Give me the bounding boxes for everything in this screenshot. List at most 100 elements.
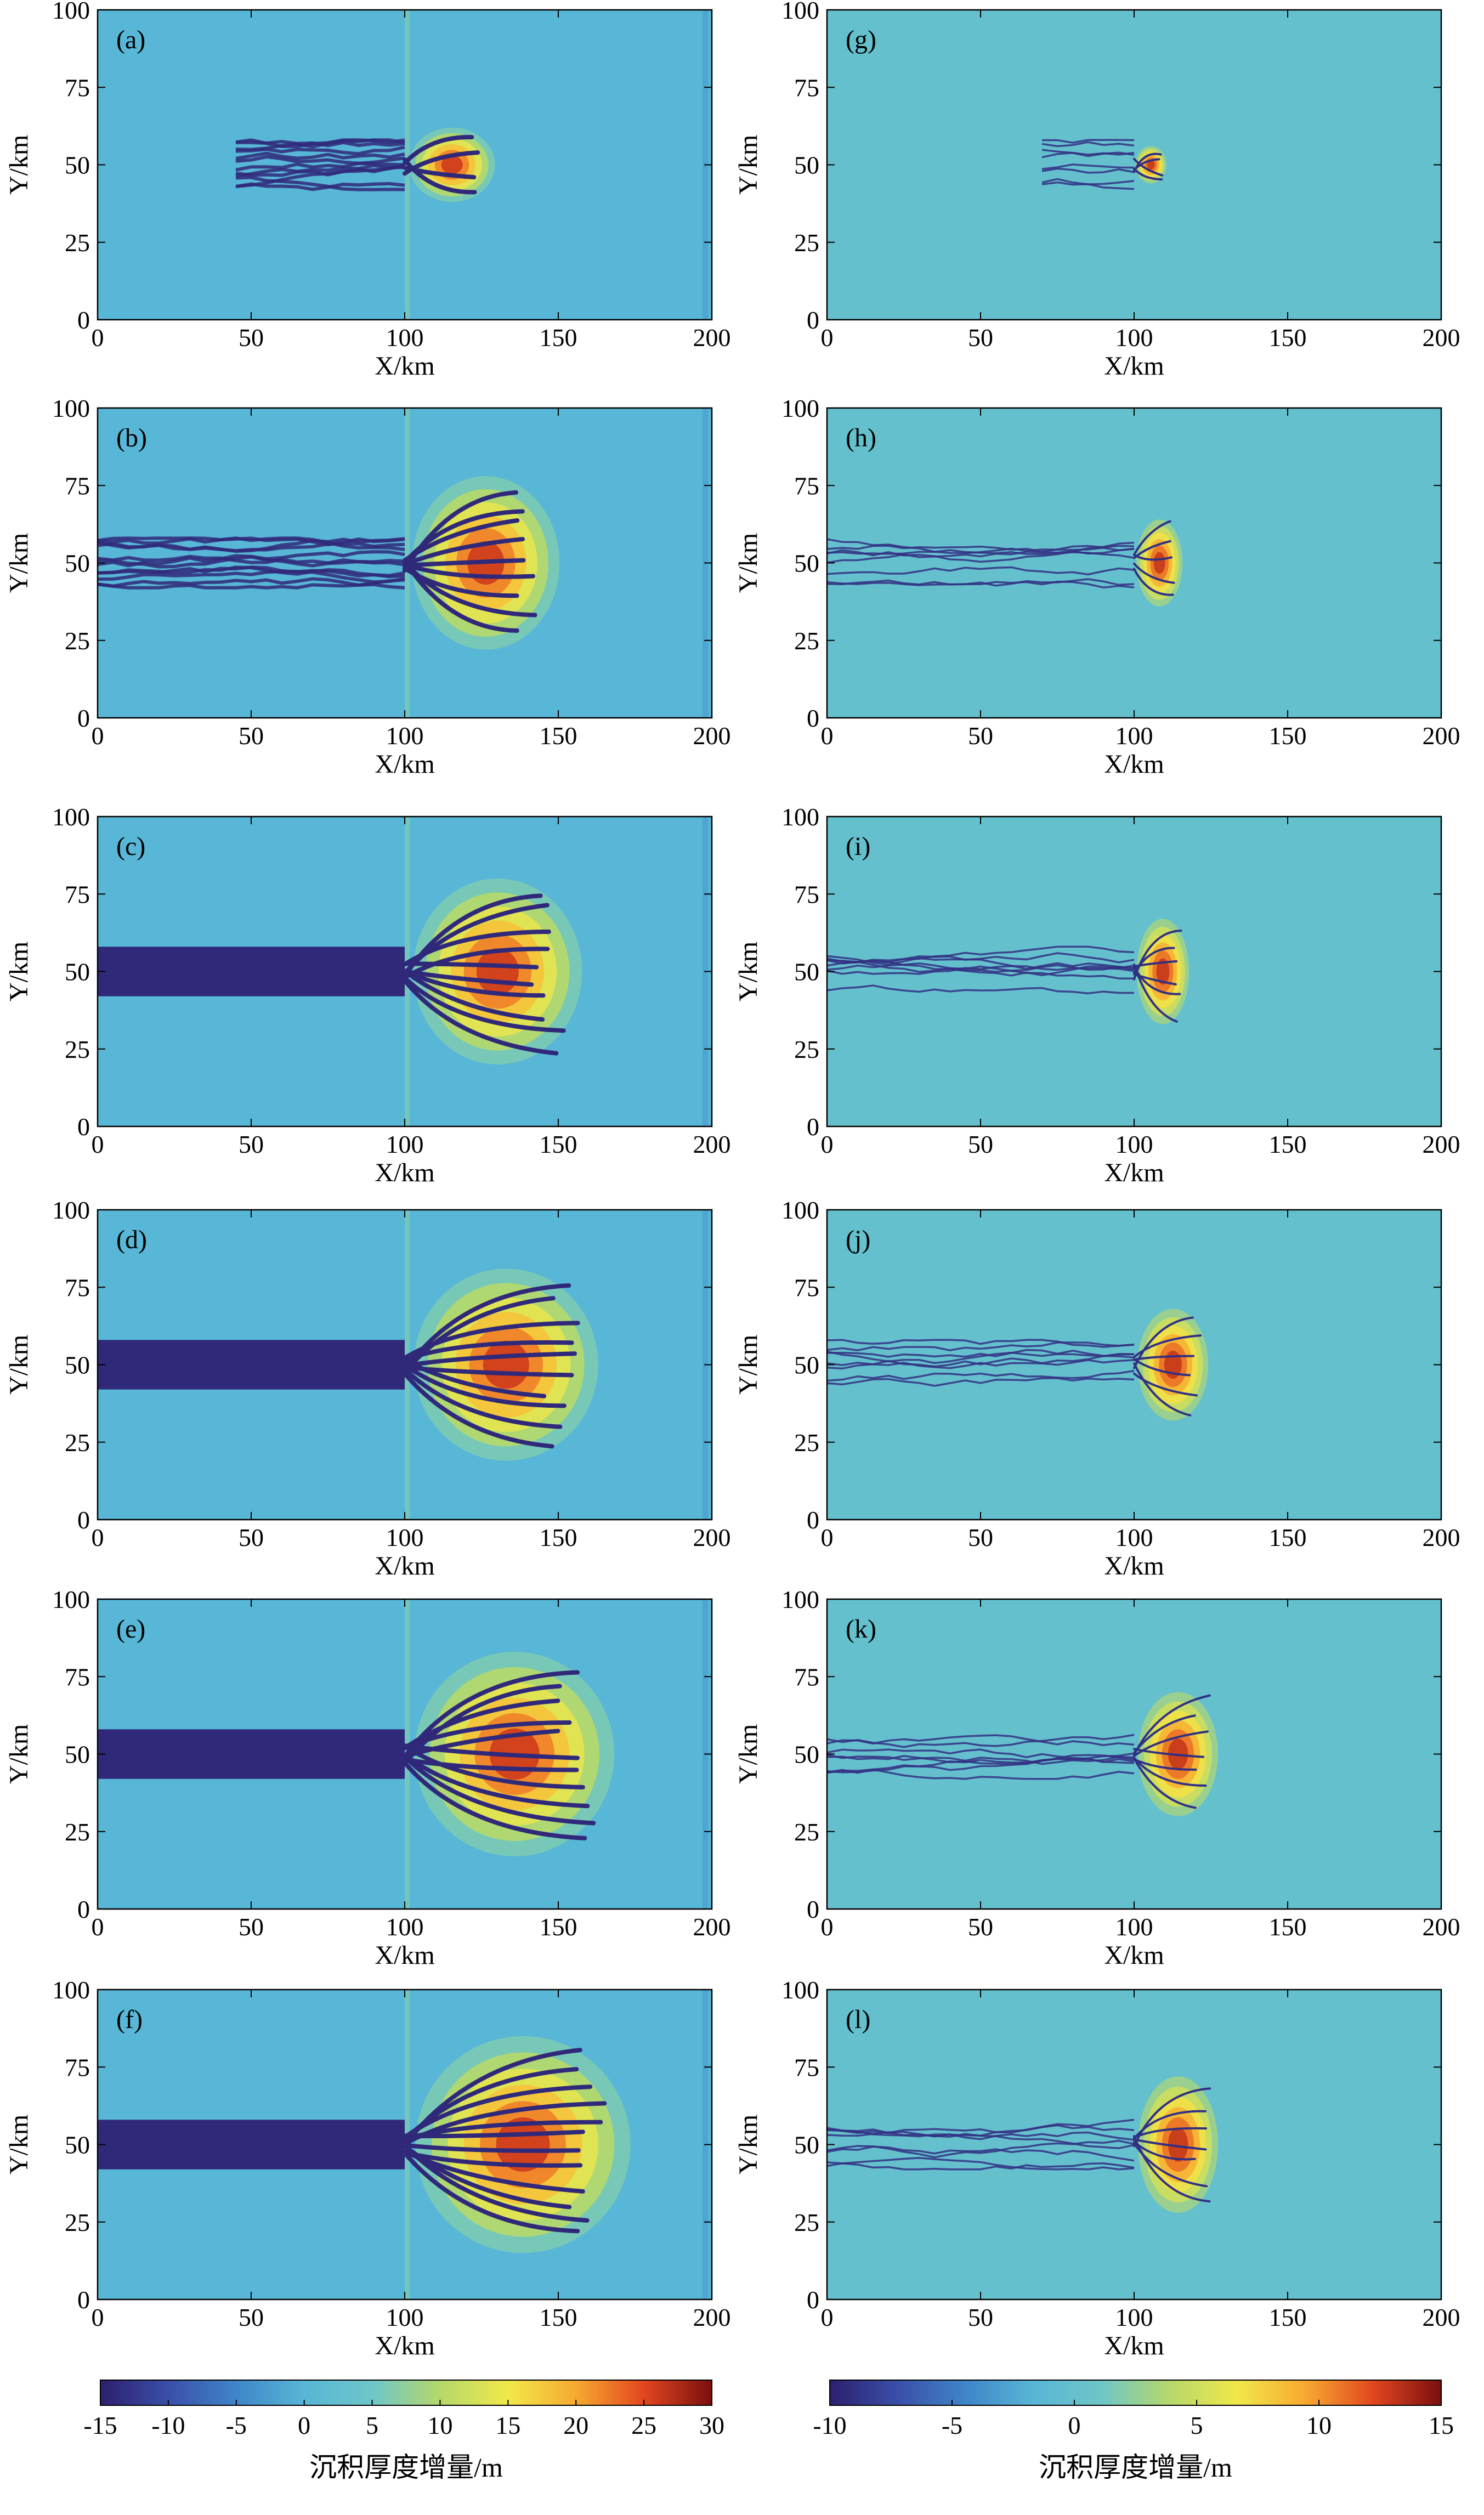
y-tick-label: 50: [794, 151, 819, 179]
x-tick-label: 0: [821, 1523, 834, 1551]
channel-line: [827, 1350, 1135, 1364]
channel-line: [827, 1377, 1135, 1387]
colorbar-tick-label: 0: [298, 2411, 310, 2439]
panel-label: (g): [846, 25, 876, 54]
x-tick-label: 0: [92, 1130, 104, 1158]
channel-line: [98, 542, 405, 553]
distributary-channel: [1133, 1372, 1198, 1397]
distributary-channel: [1133, 2142, 1208, 2188]
distributary-channel: [403, 893, 543, 978]
channel-line: [827, 2128, 1135, 2150]
distributary-channel: [403, 978, 559, 1056]
y-tick-label: 75: [794, 73, 819, 101]
distributary-channel: [403, 2143, 590, 2223]
x-tick-label: 150: [1269, 1130, 1307, 1158]
y-axis-label: Y/km: [734, 533, 763, 593]
distributary-channel: [403, 2048, 582, 2148]
y-tick-label: 75: [794, 1663, 819, 1691]
distributary-channel: [1133, 1757, 1207, 1787]
colorbar-gradient: [100, 2380, 712, 2406]
x-axis-label: X/km: [375, 352, 434, 381]
panel-label: (c): [116, 832, 145, 861]
y-axis-label: Y/km: [734, 942, 763, 1001]
y-tick-label: 25: [65, 2208, 90, 2236]
channel-line: [235, 155, 405, 165]
heatmap-field: [827, 1599, 1441, 1909]
colorbar-tick-label: -10: [813, 2411, 846, 2439]
channel-line: [235, 138, 405, 149]
channel-line: [1041, 151, 1135, 158]
channel-line: [827, 1754, 1135, 1765]
x-tick-label: 100: [1115, 722, 1153, 750]
erosion-zone: [98, 947, 405, 996]
y-tick-label: 75: [65, 2053, 90, 2081]
y-tick-label: 25: [794, 1818, 819, 1846]
x-tick-label: 150: [540, 1523, 577, 1551]
y-tick-label: 50: [794, 550, 819, 577]
colorbar-tick-label: -5: [942, 2411, 962, 2439]
x-tick-label: 50: [239, 324, 264, 352]
x-tick-label: 50: [239, 722, 264, 750]
deposition-lobe: [1133, 519, 1183, 607]
x-tick-label: 0: [821, 324, 834, 352]
x-tick-label: 50: [239, 1523, 264, 1551]
channel-line: [827, 1755, 1135, 1765]
distributary-channel: [1133, 960, 1178, 968]
deposition-lobe: [1133, 1692, 1218, 1816]
channel-line: [98, 570, 405, 584]
x-axis-label: X/km: [1104, 1941, 1164, 1970]
panel-label: (a): [116, 25, 145, 54]
channel-line: [827, 579, 1135, 589]
distributary-channel: [1133, 1358, 1191, 1377]
distributary-channel: [403, 968, 545, 1022]
distributary-channel: [403, 1670, 580, 1759]
distributary-channel: [403, 1296, 556, 1374]
y-axis-label: Y/km: [734, 1724, 763, 1784]
panel-label: (k): [846, 1615, 876, 1644]
channel-line: [827, 1339, 1135, 1348]
distributary-channel: [1133, 1334, 1202, 1358]
distributary-channel: [1133, 1316, 1194, 1369]
heatmap-field: [98, 817, 712, 1126]
y-tick-label: 75: [65, 73, 90, 101]
x-tick-label: 100: [386, 324, 424, 352]
distributary-channel: [403, 2101, 607, 2146]
channel-line: [827, 578, 1135, 587]
distributary-channel: [403, 2143, 581, 2153]
distributary-channel: [1133, 540, 1171, 559]
y-axis-label: Y/km: [4, 942, 33, 1001]
y-tick-label: 50: [65, 151, 90, 179]
y-tick-label: 100: [781, 1585, 819, 1613]
colorbar-label: 沉积厚度增量/m: [309, 2452, 503, 2483]
y-tick-label: 50: [65, 2131, 90, 2159]
distributary-channel: [403, 150, 480, 176]
channel-line: [1041, 167, 1135, 174]
colorbar-label: 沉积厚度增量/m: [1039, 2452, 1232, 2483]
distributary-channel: [403, 968, 546, 998]
distributary-channel: [1133, 1362, 1192, 1417]
distributary-channel: [403, 1752, 590, 1809]
heatmap-field: [827, 408, 1441, 718]
x-tick-label: 100: [386, 722, 424, 750]
x-tick-label: 150: [1269, 324, 1307, 352]
deposition-lobe: [403, 1268, 598, 1461]
channel-line: [827, 2161, 1135, 2171]
deposition-lobe: [403, 2036, 631, 2253]
x-tick-label: 50: [968, 722, 993, 750]
channel-line: [235, 145, 405, 156]
x-tick-label: 200: [1423, 1913, 1460, 1941]
y-axis-label: Y/km: [734, 1335, 763, 1395]
colorbar-tick-label: -5: [226, 2411, 247, 2439]
deposition-lobe: [1133, 146, 1166, 184]
y-tick-label: 50: [794, 958, 819, 986]
distributary-channel: [1133, 1748, 1205, 1758]
deposition-lobe: [403, 127, 495, 202]
x-tick-label: 150: [1269, 722, 1307, 750]
y-tick-label: 75: [794, 2053, 819, 2081]
deposition-lobe: [403, 476, 560, 650]
distributary-channel: [403, 1720, 572, 1751]
